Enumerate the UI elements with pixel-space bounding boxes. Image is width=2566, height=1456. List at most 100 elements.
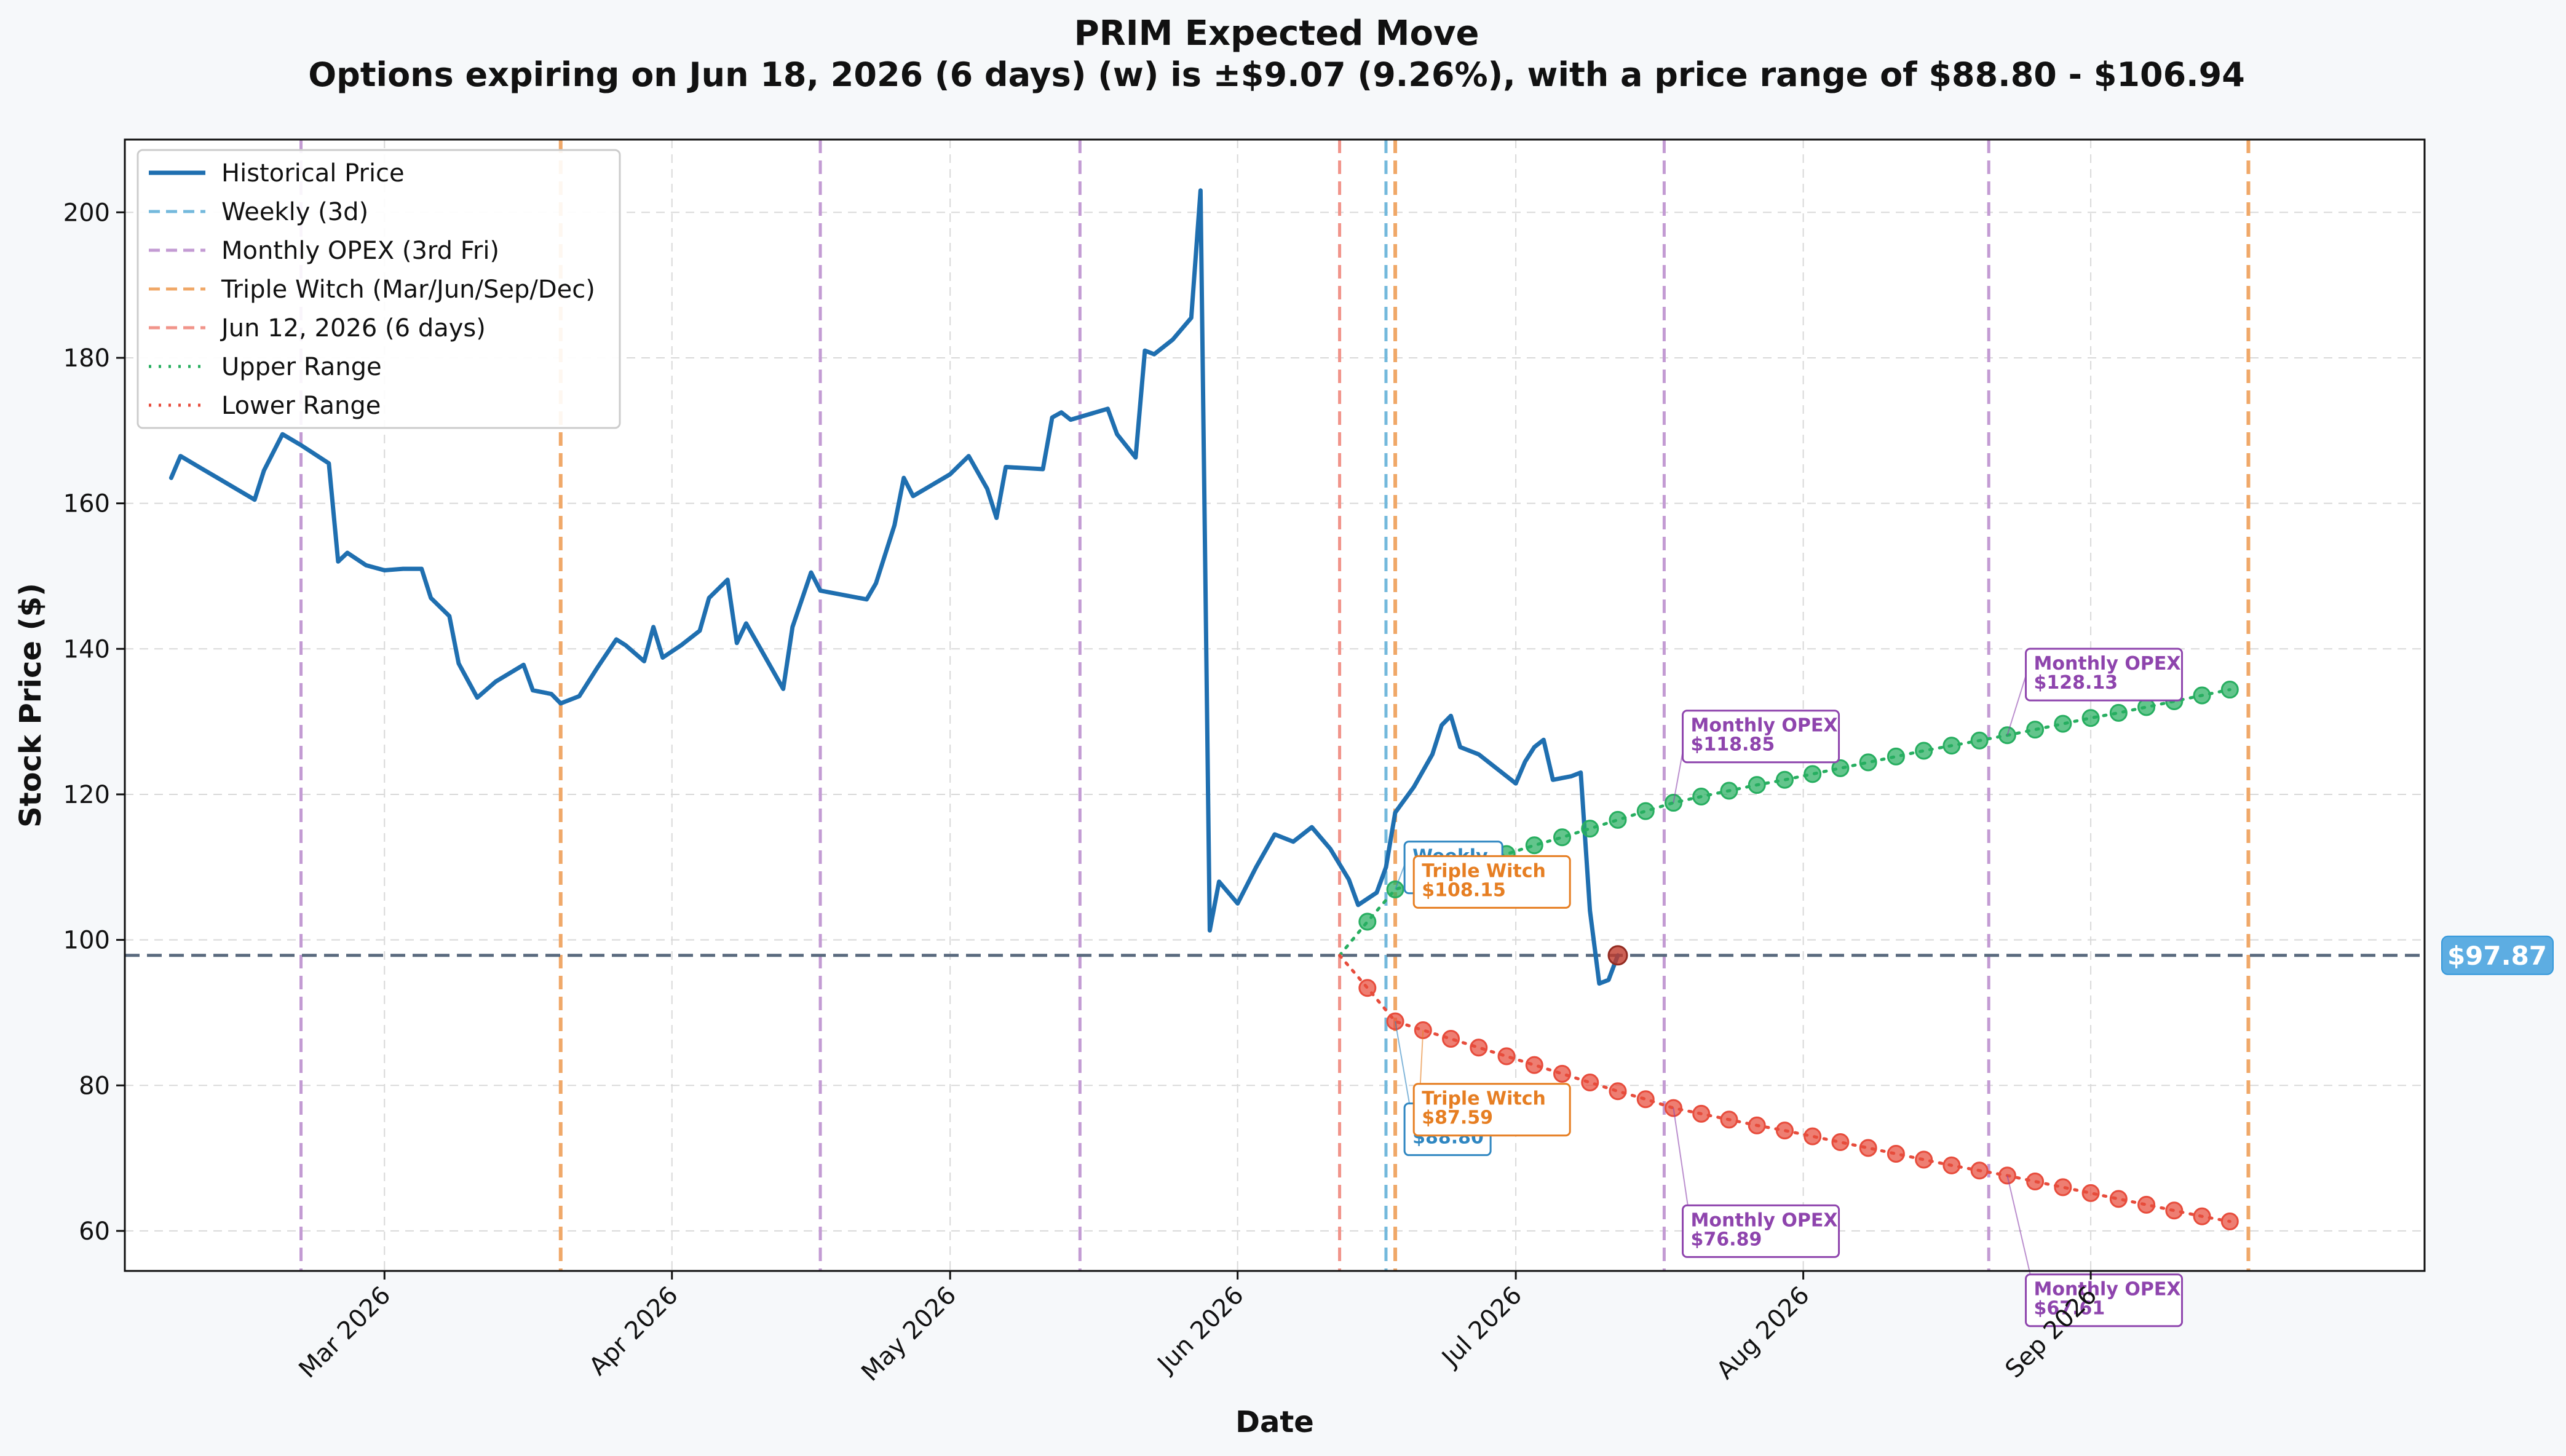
x-axis-label: Date: [1235, 1405, 1314, 1439]
annotation-box: [1682, 710, 1840, 764]
price-tag-box: [2441, 935, 2554, 975]
range-point: [1887, 747, 1905, 766]
y-tick-label: 120: [63, 781, 110, 809]
x-tick-label: May 2026: [856, 1281, 962, 1387]
range-point: [1609, 1082, 1627, 1101]
range-point: [1720, 781, 1738, 800]
legend: Historical Price Weekly (3d) Monthly OPEX …: [137, 149, 621, 429]
y-tick-label: 140: [63, 635, 110, 663]
range-point: [1720, 1110, 1738, 1129]
legend-label: Triple Witch (Mar/Jun/Sep/Dec): [221, 275, 595, 304]
range-point: [1748, 1116, 1766, 1134]
series-line-historical-price: [168, 188, 1620, 986]
current-price-tag: $97.87: [2441, 935, 2554, 975]
range-point: [1581, 1074, 1599, 1092]
y-tick-label: 100: [63, 927, 110, 955]
annotation-label: $87.59: [1422, 1107, 1493, 1129]
range-point: [1859, 753, 1877, 772]
range-point: [1915, 742, 1933, 760]
annotation-leader: [2006, 1175, 2033, 1282]
current-price-point: [1607, 945, 1628, 966]
legend-label: Jun 12, 2026 (6 days): [220, 314, 486, 342]
range-point: [2137, 698, 2156, 716]
range-point: [2193, 686, 2211, 705]
y-tick-label: 160: [63, 490, 110, 518]
y-axis-ticks: 60 80 100 120 140 160 180 200: [63, 199, 125, 1246]
price-tag-label: $97.87: [2447, 941, 2547, 971]
range-point: [1775, 770, 1794, 789]
range-point: [2081, 1184, 2100, 1202]
range-point: [2193, 1207, 2211, 1225]
range-markers: [1358, 681, 2239, 1231]
range-point: [1775, 1122, 1794, 1140]
annotation-box: [2025, 647, 2184, 702]
range-point: [1497, 1047, 1516, 1066]
range-point: [1942, 1156, 1961, 1174]
legend-label: Upper Range: [221, 353, 382, 381]
range-point: [1636, 1090, 1655, 1109]
x-tick-label: Jul 2026: [1435, 1281, 1527, 1374]
range-point: [1553, 828, 1571, 847]
plot-frame: [124, 138, 2426, 1272]
range-point: [2165, 1201, 2184, 1220]
range-point: [1581, 820, 1599, 838]
chart-subtitle: Options expiring on Jun 18, 2026 (6 days…: [308, 55, 2245, 94]
annotation-label: Monthly OPEX: [1691, 715, 1838, 737]
annotation-label: Monthly OPEX: [2034, 1279, 2181, 1300]
range-point: [1358, 979, 1377, 997]
annotation-label: Triple Witch: [1422, 860, 1546, 882]
y-tick-label: 200: [63, 199, 110, 227]
range-point: [1748, 776, 1766, 794]
legend-label: Lower Range: [221, 392, 381, 420]
range-point: [1553, 1064, 1571, 1083]
x-tick-label: Aug 2026: [1711, 1281, 1815, 1385]
annotation-label: $108.15: [1422, 879, 1506, 901]
chart-title: PRIM Expected Move: [1074, 14, 1479, 53]
annotation-label: $76.89: [1691, 1228, 1762, 1250]
legend-label: Weekly (3d): [221, 198, 368, 226]
annotation-box: [1412, 1083, 1571, 1137]
annotation-box: [2025, 1273, 2184, 1327]
range-point: [1970, 1161, 1989, 1180]
range-point: [1636, 802, 1655, 820]
range-point: [1970, 731, 1989, 750]
y-tick-label: 60: [79, 1217, 110, 1246]
range-point: [2054, 714, 2072, 733]
range-point: [1692, 788, 1711, 806]
range-point: [2054, 1178, 2072, 1197]
range-point: [1859, 1139, 1877, 1157]
range-point: [2109, 1190, 2128, 1208]
range-point: [1470, 1039, 1488, 1057]
annotation-label: $128.13: [2034, 672, 2118, 694]
annotation-leader: [1673, 1107, 1690, 1213]
y-axis-label: Stock Price ($): [14, 583, 48, 828]
range-point: [2026, 721, 2045, 739]
range-point: [1442, 1030, 1460, 1048]
legend-label: Historical Price: [221, 159, 405, 188]
annotation-label: Monthly OPEX: [1691, 1209, 1838, 1231]
annotation-label: Triple Witch: [1422, 1088, 1546, 1110]
annotation-box: [1682, 1204, 1840, 1258]
range-point: [1942, 737, 1961, 755]
annotation-label: $118.85: [1691, 734, 1775, 756]
range-point: [1831, 759, 1850, 777]
annotation-leader: [1419, 1030, 1424, 1091]
annotation-label: Monthly OPEX: [2034, 653, 2181, 675]
range-point: [2081, 709, 2100, 727]
range-point: [2220, 1213, 2239, 1231]
range-point: [2109, 703, 2128, 722]
range-point: [1525, 836, 1543, 855]
range-point: [2220, 681, 2239, 699]
x-tick-label: Apr 2026: [584, 1281, 683, 1381]
legend-label: Monthly OPEX (3rd Fri): [221, 237, 499, 265]
annotation-label: $67.61: [2034, 1298, 2105, 1320]
range-point: [2026, 1172, 2045, 1190]
x-axis-ticks: Mar 2026 Apr 2026 May 2026 Jun 2026 Jul 2026…: [293, 1271, 2102, 1387]
y-tick-label: 80: [79, 1072, 110, 1100]
range-point: [1358, 912, 1377, 931]
x-tick-label: Mar 2026: [293, 1281, 396, 1384]
range-point: [1887, 1144, 1905, 1163]
range-point: [1525, 1056, 1543, 1074]
